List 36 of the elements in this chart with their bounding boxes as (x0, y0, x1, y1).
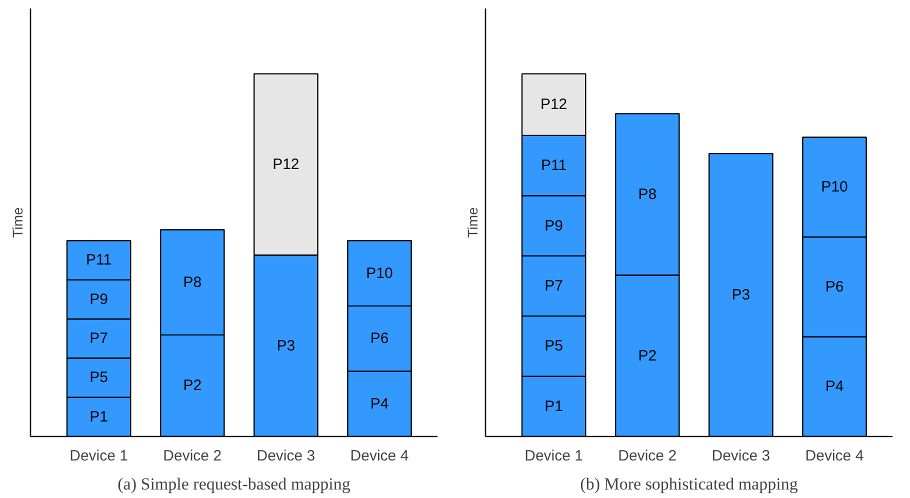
x-tick-label: Device 4 (805, 448, 864, 464)
annotation: P5 (90, 369, 108, 386)
y-axis-title: Time (10, 206, 26, 238)
annotation: P11 (541, 157, 567, 174)
annotation: P2 (183, 377, 202, 394)
annotation: P10 (366, 264, 393, 282)
text: (b) More sophisticated mapping (580, 474, 798, 494)
x-tick-label: Device 2 (163, 448, 222, 464)
annotation: P1 (544, 398, 563, 415)
x-tick-label: Device 1 (70, 448, 128, 464)
annotation: P11 (86, 252, 112, 269)
x-tick-label: Device 3 (256, 448, 316, 464)
annotation: P7 (544, 277, 563, 294)
annotation: P10 (821, 178, 848, 196)
annotation: P3 (276, 337, 296, 354)
x-tick-label: Device 1 (524, 448, 583, 464)
annotation: P2 (638, 347, 657, 364)
annotation: P8 (638, 186, 657, 203)
annotation: P4 (825, 378, 844, 396)
text: (a) Simple request-based mapping (118, 474, 351, 494)
annotation: P7 (90, 330, 108, 348)
annotation: P9 (90, 290, 108, 308)
annotation: P4 (370, 395, 389, 412)
annotation: P8 (183, 274, 202, 291)
x-tick-label: Device 2 (618, 448, 677, 464)
x-tick-label: Device 4 (350, 448, 409, 464)
annotation: P12 (540, 96, 568, 114)
annotation: P6 (370, 330, 389, 348)
x-tick-label: Device 3 (712, 448, 770, 464)
annotation: P6 (825, 278, 844, 296)
annotation: P9 (544, 217, 563, 234)
y-axis-title: Time (464, 206, 480, 238)
annotation: P1 (90, 408, 108, 426)
annotation: P5 (544, 338, 563, 355)
annotation: P12 (272, 156, 300, 173)
annotation: P3 (732, 286, 750, 304)
